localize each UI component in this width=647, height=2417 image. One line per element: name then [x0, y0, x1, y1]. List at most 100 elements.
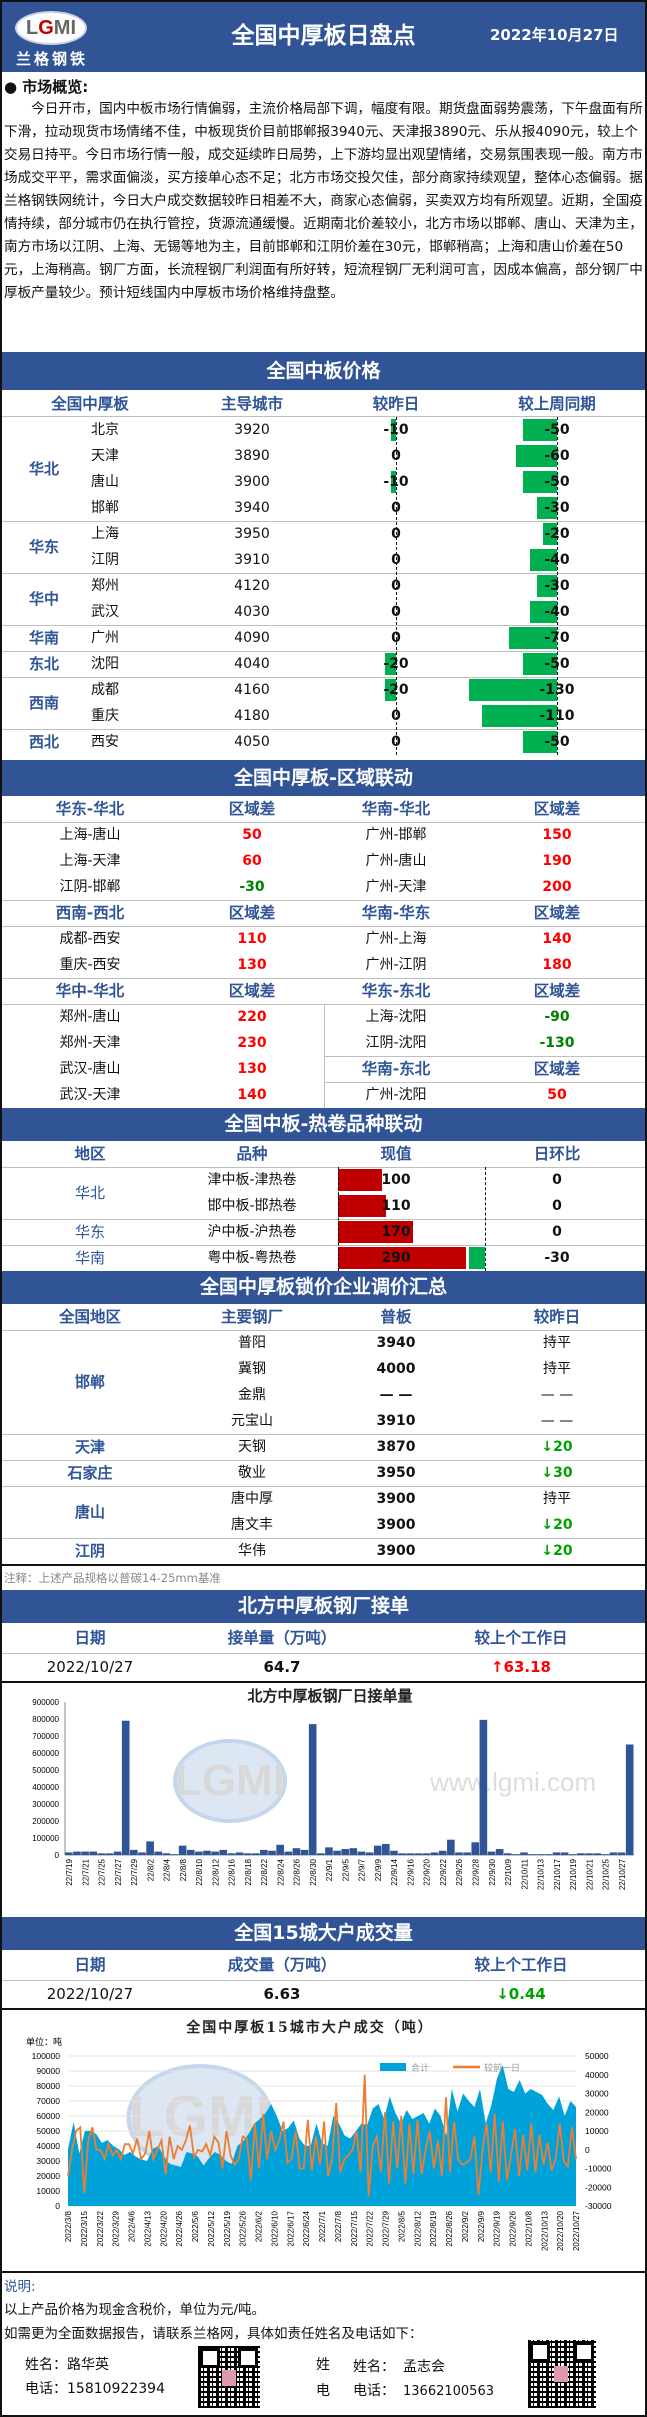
- region-label: 华南: [74, 1249, 105, 1267]
- phone-label: 电话：: [353, 2383, 395, 2399]
- bar: [178, 1845, 187, 1855]
- price-value: 4120: [234, 578, 270, 594]
- x-tick-label: 22/7/21: [81, 1858, 90, 1885]
- x-tick-label: 2022/9/19: [493, 2210, 502, 2246]
- region-diff: -130: [539, 1035, 575, 1051]
- bar: [463, 1852, 471, 1855]
- x-tick-label: 2022/7/15: [350, 2210, 359, 2246]
- x-tick-label: 2022/9/26: [509, 2210, 518, 2246]
- bar: [609, 1852, 618, 1855]
- bar: [260, 1849, 268, 1855]
- wow-change: -60: [544, 448, 570, 464]
- y-tick-label: 90000: [36, 2066, 60, 2076]
- footer-line: 以上产品价格为现金含税价，单位为元/吨。: [4, 2302, 266, 2318]
- mill-name: 元宝山: [231, 1413, 273, 1429]
- x-tick-label: 22/10/21: [585, 1858, 594, 1890]
- summary-value: 64.7: [263, 1658, 301, 1676]
- y2-tick-label: 50000: [585, 2051, 609, 2061]
- column-header: 主导城市: [220, 395, 283, 413]
- phone-label: 电话：: [25, 2381, 67, 2397]
- x-tick-label: 2022/3/15: [80, 2210, 89, 2246]
- x-tick-label: 22/8/22: [260, 1858, 269, 1885]
- bar: [398, 1853, 406, 1855]
- price-change: — —: [540, 1387, 574, 1403]
- wow-change: -30: [544, 500, 570, 516]
- bar: [243, 1853, 252, 1855]
- x-tick-label: 22/7/25: [98, 1858, 107, 1885]
- wow-axis: [557, 417, 558, 755]
- y-tick-label: 100000: [32, 2051, 61, 2061]
- y-tick-label: 80000: [36, 2081, 60, 2091]
- footer-label: 说明:: [4, 2279, 36, 2295]
- chart-north-orders: LGMI www.lgmi.com 北方中厚板钢厂日接单量 0 100000 200000…: [32, 1687, 634, 1890]
- region-diff: 50: [242, 827, 262, 843]
- logo-mark: LGMI: [15, 11, 87, 45]
- region-diff: 150: [542, 827, 572, 843]
- row-divider: [0, 1980, 647, 1981]
- wow-change: -50: [544, 474, 570, 490]
- x-tick-label: 22/9/7: [358, 1858, 367, 1881]
- x-tick-label: 2022/3/29: [112, 2210, 121, 2246]
- region-label: 西南: [28, 694, 59, 712]
- y-tick-label: 50000: [36, 2126, 60, 2136]
- row-divider: [0, 900, 647, 901]
- y2-tick-label: -20000: [585, 2182, 612, 2192]
- ghost-phone-label: 电: [316, 2383, 330, 2399]
- row-divider: [324, 900, 647, 901]
- row-divider: [0, 1653, 647, 1654]
- bar: [406, 1853, 415, 1855]
- city-name: 武汉: [91, 604, 119, 620]
- wow-bar: [523, 731, 557, 753]
- dod-change: 0: [391, 448, 401, 464]
- city-pair: 重庆-西安: [59, 957, 121, 973]
- bar: [585, 1853, 593, 1855]
- name-value: 孟志会: [403, 2359, 445, 2375]
- variety-name: 粤中板-粤热卷: [207, 1250, 297, 1266]
- contact-phone: 电话： 13662100563: [353, 2380, 494, 2400]
- chart-15city-volume: LGMI全国中厚板15城市大户成交（吨）单位：吨0100002000030000…: [26, 2019, 612, 2251]
- region-diff: 180: [542, 957, 572, 973]
- row-divider: [0, 416, 647, 417]
- area-series-total: [68, 2065, 576, 2206]
- x-tick-label: 22/8/8: [179, 1858, 188, 1881]
- section-title-north: 北方中厚板钢厂接单: [0, 1590, 647, 1623]
- region-diff: 130: [237, 957, 267, 973]
- x-tick-label: 22/8/12: [211, 1858, 220, 1885]
- x-tick-label: 22/9/16: [406, 1858, 415, 1885]
- legend-swatch-total: [380, 2063, 406, 2071]
- bar: [568, 1854, 577, 1855]
- dod-change: 0: [391, 708, 401, 724]
- section-title-price: 全国中板价格: [0, 352, 647, 390]
- region-diff: 110: [237, 931, 267, 947]
- x-tick-label: 22/10/13: [537, 1858, 546, 1890]
- bar: [438, 1850, 447, 1855]
- plate-price: 3950: [376, 1465, 416, 1481]
- y-tick-label: 600000: [32, 1749, 59, 1758]
- wow-bar: [509, 627, 557, 649]
- summary-change: ↑63.18: [490, 1658, 551, 1676]
- city-name: 郑州: [91, 578, 119, 594]
- price-change: ↓30: [541, 1465, 573, 1481]
- region-label: 邯郸: [74, 1373, 105, 1391]
- city-name: 邯郸: [91, 500, 119, 516]
- region-label: 华北: [74, 1184, 105, 1202]
- bar: [414, 1853, 423, 1855]
- y-tick-label: 10000: [36, 2186, 60, 2196]
- region-label: 华中: [28, 590, 59, 608]
- x-tick-label: 2022/3/8: [64, 2210, 73, 2242]
- bar: [341, 1849, 349, 1855]
- wow-bar: [516, 445, 557, 467]
- row-divider: [0, 677, 647, 678]
- dod-change: 0: [552, 1198, 562, 1214]
- price-value: 3890: [234, 448, 270, 464]
- wow-change: -50: [544, 656, 570, 672]
- column-header: 全国中厚板: [51, 395, 129, 413]
- x-tick-label: 2022/7/1: [318, 2210, 327, 2242]
- wow-bar: [543, 523, 557, 545]
- diff-header: 区域差: [533, 1060, 581, 1078]
- logo-cn-text: 兰格钢铁: [16, 50, 89, 68]
- bar: [211, 1851, 219, 1855]
- watermark-logo-icon: [173, 1739, 287, 1823]
- x-tick-label: 2022/10/20: [556, 2210, 565, 2251]
- price-value: 4090: [234, 630, 270, 646]
